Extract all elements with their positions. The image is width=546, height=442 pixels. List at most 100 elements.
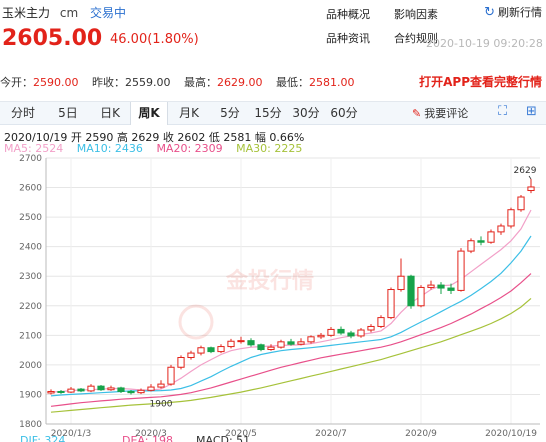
high-label: 最高：	[184, 76, 217, 89]
candle-body	[157, 383, 165, 388]
comment-label: 我要评论	[424, 107, 469, 120]
candle-body	[387, 289, 395, 319]
candle-body	[247, 340, 255, 346]
low-label: 最低：	[276, 76, 309, 89]
candle-body	[47, 390, 55, 394]
candle-body	[497, 225, 505, 233]
grid-icon[interactable]: ⊞	[526, 104, 537, 119]
tab-5min[interactable]: 5分	[220, 106, 240, 120]
open-value: 2590.00	[33, 76, 79, 89]
y-tick-label: 2500	[19, 213, 42, 223]
link-rules[interactable]: 合约规则	[394, 32, 438, 45]
candle-body	[97, 385, 105, 391]
y-tick-label: 2200	[19, 302, 42, 312]
contract-name: 玉米主力	[2, 6, 51, 20]
candle-body	[107, 387, 115, 391]
candle-body	[337, 328, 345, 334]
ma20-legend: MA20: 2309	[156, 142, 223, 155]
watermark-logo	[178, 304, 214, 340]
price-change: 46.00(1.80%)	[110, 32, 199, 47]
candle-body	[517, 196, 525, 211]
prev-close-label: 昨收：	[92, 76, 125, 89]
candle-body	[257, 344, 265, 351]
candle-body	[237, 340, 245, 343]
contract-code: cm	[59, 6, 79, 20]
tab-60min[interactable]: 60分	[330, 106, 358, 120]
refresh-button[interactable]: ↻ 刷新行情	[484, 4, 542, 20]
tab-monthly[interactable]: 月K	[179, 106, 199, 120]
candle-body	[467, 240, 475, 252]
comment-button[interactable]: ✎ 我要评论	[412, 105, 468, 121]
candle-body	[417, 286, 425, 307]
tab-timeshare[interactable]: 分时	[10, 106, 35, 120]
candle-body	[487, 231, 495, 243]
refresh-label: 刷新行情	[498, 6, 542, 19]
candle-body	[357, 329, 365, 337]
candle-body	[67, 388, 75, 393]
candle-body	[197, 347, 205, 354]
open-label: 今开：	[0, 76, 33, 89]
candle-body	[117, 387, 125, 392]
candle-body	[287, 341, 295, 345]
high-value: 2629.00	[217, 76, 263, 89]
y-tick-label: 2300	[19, 272, 42, 282]
candle-body	[87, 385, 95, 392]
candle-body	[377, 317, 385, 327]
tab-5day[interactable]: 5日	[58, 106, 78, 120]
candle-body	[507, 209, 515, 227]
macd-legend-item: MACD: 51	[196, 434, 250, 442]
x-tick-label: 2020/3	[135, 429, 167, 439]
tab-daily[interactable]: 日K	[100, 106, 120, 120]
tab-weekly[interactable]: 周K	[130, 102, 168, 125]
ma10-legend: MA10: 2436	[76, 142, 143, 155]
comment-icon: ✎	[412, 107, 422, 120]
y-tick-label: 2400	[19, 243, 42, 253]
candle-body	[407, 275, 415, 307]
refresh-icon: ↻	[484, 5, 495, 20]
candle-body	[437, 284, 445, 289]
macd-legend-item: DEA: 198	[122, 434, 173, 442]
ma30-legend: MA30: 2225	[236, 142, 303, 155]
candle-body	[227, 340, 235, 348]
candle-body	[177, 357, 185, 368]
tab-30min[interactable]: 30分	[292, 106, 320, 120]
header-title: 玉米主力 cm 交易中	[2, 4, 126, 21]
low-annotation: 1900	[150, 399, 173, 409]
candle-body	[447, 287, 455, 291]
fullscreen-icon[interactable]: ⛶	[498, 104, 508, 119]
period-tabbar: 分时 5日 日K 周K 月K 5分 15分 30分 60分 ✎ 我要评论 ⛶ ⊞	[0, 101, 546, 125]
candle-body	[207, 347, 215, 353]
stats-row: 今开：2590.00 昨收：2559.00 最高：2629.00 最低：2581…	[0, 74, 355, 90]
candle-body	[77, 388, 85, 392]
y-tick-label: 2000	[19, 361, 42, 371]
link-overview[interactable]: 品种概况	[326, 8, 370, 21]
y-tick-label: 1900	[19, 390, 42, 400]
link-factors[interactable]: 影响因素	[394, 8, 438, 21]
candle-body	[137, 389, 145, 394]
y-tick-label: 2600	[19, 184, 42, 194]
timestamp: 2020-10-19 09:20:28	[426, 37, 543, 50]
candle-info-line: 2020/10/19 开 2590 高 2629 收 2602 低 2581 幅…	[4, 131, 305, 144]
candle-body	[127, 390, 135, 394]
low-value: 2581.00	[309, 76, 355, 89]
tab-15min[interactable]: 15分	[254, 106, 282, 120]
high-annotation-pointer	[528, 175, 532, 180]
open-app-link[interactable]: 打开APP查看完整行情	[419, 75, 542, 89]
candle-body	[327, 328, 335, 336]
y-tick-label: 2100	[19, 331, 42, 341]
trading-status: 交易中	[89, 6, 126, 20]
candle-body	[457, 250, 465, 291]
ma-line-ma30	[50, 297, 532, 413]
watermark: 金投行情	[225, 268, 314, 294]
candle-body	[367, 325, 375, 331]
candle-body	[317, 334, 325, 338]
candle-body	[57, 390, 65, 393]
candle-body	[297, 341, 305, 345]
candlestick-chart[interactable]: 1800 1900 2000 2100 2200 2300 2400 2500 2600 2700…	[0, 150, 546, 442]
link-news[interactable]: 品种资讯	[326, 32, 370, 45]
y-tick-label: 2700	[19, 154, 42, 164]
x-tick-label: 2020/10/19	[485, 429, 537, 439]
ma5-legend: MA5: 2524	[4, 142, 64, 155]
x-tick-label: 2020/5	[225, 429, 257, 439]
candle-body	[527, 186, 535, 192]
